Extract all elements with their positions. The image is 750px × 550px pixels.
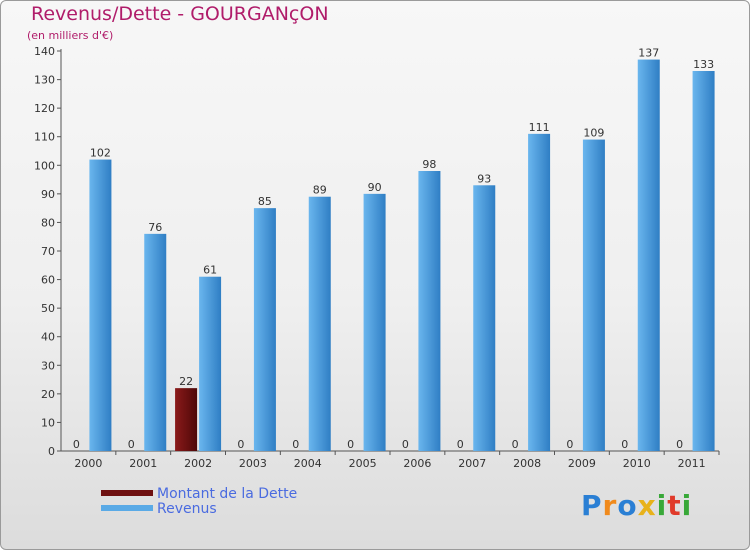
bar-revenue xyxy=(473,185,496,452)
data-label-revenue: 133 xyxy=(693,58,714,71)
bar-debt xyxy=(175,388,198,451)
data-label-debt: 22 xyxy=(179,375,193,388)
y-tick-label: 10 xyxy=(41,416,55,429)
bar-revenue xyxy=(89,159,112,452)
data-label-debt: 0 xyxy=(566,438,573,451)
y-tick-label: 70 xyxy=(41,245,55,258)
logo-letter: r xyxy=(602,489,618,522)
y-tick-label: 80 xyxy=(41,216,55,229)
data-label-revenue: 89 xyxy=(313,184,327,197)
data-label-debt: 0 xyxy=(347,438,354,451)
data-label-debt: 0 xyxy=(621,438,628,451)
data-label-revenue: 61 xyxy=(203,264,217,277)
x-tick-label: 2001 xyxy=(129,457,157,470)
data-label-revenue: 98 xyxy=(422,158,436,171)
x-tick-label: 2009 xyxy=(568,457,596,470)
x-tick-label: 2005 xyxy=(349,457,377,470)
y-tick-label: 90 xyxy=(41,188,55,201)
data-label-debt: 0 xyxy=(292,438,299,451)
x-tick-label: 2008 xyxy=(513,457,541,470)
legend-label-debt: Montant de la Dette xyxy=(157,486,298,502)
bar-revenue xyxy=(253,208,276,451)
data-label-debt: 0 xyxy=(73,438,80,451)
data-label-revenue: 85 xyxy=(258,195,272,208)
bar-revenue xyxy=(582,139,605,452)
y-tick-label: 60 xyxy=(41,274,55,287)
y-tick-label: 50 xyxy=(41,302,55,315)
y-tick-label: 40 xyxy=(41,331,55,344)
x-tick-label: 2004 xyxy=(294,457,322,470)
logo-letter: P xyxy=(581,489,603,522)
bar-revenue xyxy=(637,59,660,451)
x-tick-label: 2003 xyxy=(239,457,267,470)
y-tick-label: 100 xyxy=(34,159,55,172)
legend-swatch-revenue xyxy=(101,505,153,511)
data-label-debt: 0 xyxy=(128,438,135,451)
data-label-revenue: 109 xyxy=(583,127,604,140)
proxiti-logo: Proxiti xyxy=(581,489,692,522)
legend-swatch-debt xyxy=(101,490,153,496)
logo-letter: x xyxy=(637,489,657,522)
data-label-revenue: 111 xyxy=(529,121,550,134)
logo-letter: t xyxy=(667,489,682,522)
y-tick-label: 110 xyxy=(34,131,55,144)
bar-revenue xyxy=(308,196,331,451)
x-tick-label: 2007 xyxy=(458,457,486,470)
data-label-revenue: 137 xyxy=(638,47,659,60)
logo-letter: i xyxy=(681,489,693,522)
x-tick-label: 2010 xyxy=(623,457,651,470)
data-label-debt: 0 xyxy=(457,438,464,451)
x-tick-label: 2011 xyxy=(678,457,706,470)
logo-letter: i xyxy=(656,489,668,522)
data-label-revenue: 93 xyxy=(477,172,491,185)
x-tick-label: 2002 xyxy=(184,457,212,470)
chart-title: Revenus/Dette - GOURGANçON xyxy=(31,3,329,25)
data-label-revenue: 102 xyxy=(90,147,111,160)
y-tick-label: 30 xyxy=(41,359,55,372)
data-label-debt: 0 xyxy=(676,438,683,451)
bar-revenue xyxy=(692,71,715,451)
x-tick-label: 2006 xyxy=(403,457,431,470)
data-label-revenue: 76 xyxy=(148,221,162,234)
y-tick-label: 130 xyxy=(34,74,55,87)
data-label-revenue: 90 xyxy=(368,181,382,194)
chart-subtitle: (en milliers d'€) xyxy=(27,29,114,42)
bar-revenue xyxy=(199,276,222,451)
bar-revenue xyxy=(418,171,441,451)
y-tick-label: 140 xyxy=(34,45,55,58)
data-label-debt: 0 xyxy=(237,438,244,451)
y-tick-label: 20 xyxy=(41,388,55,401)
y-tick-label: 120 xyxy=(34,102,55,115)
y-tick-label: 0 xyxy=(48,445,55,458)
bar-revenue xyxy=(363,193,386,451)
logo-letter: o xyxy=(617,489,638,522)
data-label-debt: 0 xyxy=(402,438,409,451)
bar-revenue xyxy=(144,233,167,451)
legend-label-revenue: Revenus xyxy=(157,501,217,517)
data-label-debt: 0 xyxy=(512,438,519,451)
bar-revenue xyxy=(528,133,551,451)
x-tick-label: 2000 xyxy=(74,457,102,470)
